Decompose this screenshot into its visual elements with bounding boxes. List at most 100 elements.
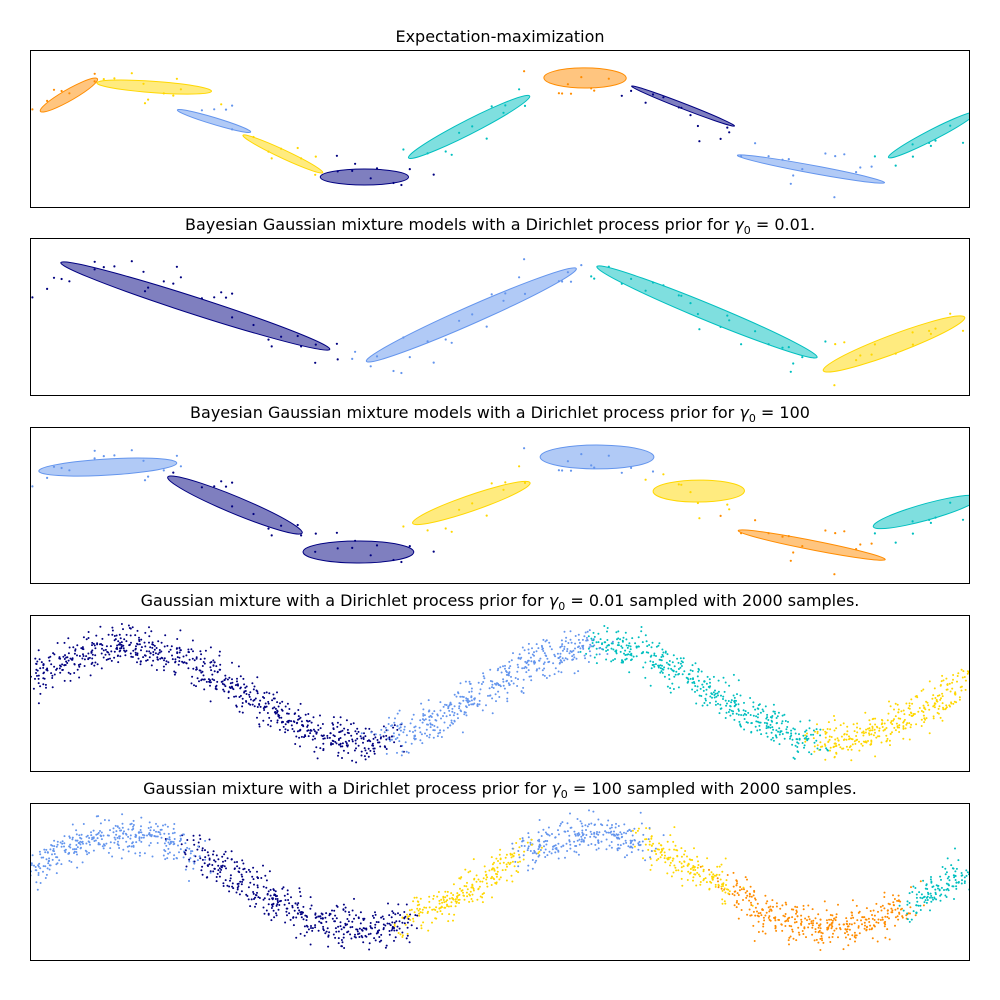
data-point bbox=[249, 691, 252, 694]
data-point bbox=[314, 912, 317, 915]
data-point bbox=[143, 102, 147, 105]
data-point bbox=[590, 275, 593, 278]
data-point bbox=[683, 670, 686, 673]
data-point bbox=[705, 881, 708, 884]
data-point bbox=[850, 738, 853, 740]
data-point bbox=[954, 879, 957, 881]
data-point bbox=[552, 662, 555, 665]
data-point bbox=[224, 296, 228, 299]
data-point bbox=[132, 649, 135, 652]
data-point bbox=[247, 702, 250, 705]
data-point bbox=[739, 694, 742, 697]
data-point bbox=[815, 739, 818, 742]
data-point bbox=[739, 724, 742, 727]
data-point bbox=[819, 741, 822, 744]
data-point bbox=[344, 906, 347, 909]
data-point bbox=[393, 929, 396, 932]
data-point bbox=[341, 742, 344, 745]
data-point bbox=[356, 930, 359, 933]
data-point bbox=[333, 909, 336, 912]
data-point bbox=[808, 727, 811, 730]
data-point bbox=[498, 878, 501, 881]
data-point bbox=[955, 887, 958, 890]
data-point bbox=[961, 518, 965, 521]
data-point bbox=[828, 735, 831, 738]
data-point bbox=[740, 909, 743, 911]
data-point bbox=[452, 883, 455, 886]
data-point bbox=[408, 915, 411, 917]
data-point bbox=[886, 928, 889, 931]
data-point bbox=[259, 705, 262, 708]
data-point bbox=[58, 859, 61, 862]
data-point bbox=[92, 829, 95, 832]
data-point bbox=[663, 851, 666, 854]
data-point bbox=[638, 840, 641, 843]
data-point bbox=[284, 899, 287, 902]
axes-frame bbox=[30, 615, 970, 772]
data-point bbox=[115, 830, 118, 833]
data-point bbox=[431, 908, 434, 911]
data-point bbox=[531, 647, 533, 650]
data-point bbox=[778, 733, 781, 736]
plot-area bbox=[19, 67, 970, 199]
data-point bbox=[853, 935, 856, 938]
data-point bbox=[165, 660, 168, 663]
data-point bbox=[72, 646, 75, 649]
data-point bbox=[158, 649, 161, 651]
data-point bbox=[153, 644, 156, 647]
data-point bbox=[721, 889, 724, 892]
data-point bbox=[378, 936, 381, 938]
data-point bbox=[769, 905, 772, 908]
data-point bbox=[761, 708, 764, 711]
data-point bbox=[406, 932, 409, 935]
data-point bbox=[401, 934, 404, 937]
data-point bbox=[477, 681, 480, 684]
data-point bbox=[774, 926, 777, 928]
data-point bbox=[787, 720, 789, 723]
data-point bbox=[91, 641, 94, 644]
data-point bbox=[590, 822, 593, 825]
data-point bbox=[408, 356, 411, 359]
data-point bbox=[669, 856, 672, 859]
data-point bbox=[182, 856, 185, 859]
data-point bbox=[472, 858, 475, 861]
data-point bbox=[816, 723, 818, 726]
data-point bbox=[575, 845, 578, 847]
data-point bbox=[231, 681, 234, 684]
data-point bbox=[193, 860, 196, 863]
data-point bbox=[765, 732, 768, 735]
data-point bbox=[756, 910, 758, 913]
data-point bbox=[521, 667, 524, 670]
data-point bbox=[910, 723, 913, 726]
data-point bbox=[199, 650, 202, 653]
data-point bbox=[593, 89, 596, 92]
data-point bbox=[914, 887, 917, 889]
data-point bbox=[855, 739, 858, 742]
data-point bbox=[833, 742, 836, 745]
data-point bbox=[380, 728, 383, 731]
data-point bbox=[119, 829, 122, 832]
data-point bbox=[306, 925, 309, 928]
data-point bbox=[28, 680, 30, 682]
data-point bbox=[683, 860, 686, 863]
data-point bbox=[584, 631, 587, 634]
data-point bbox=[792, 937, 795, 940]
data-point bbox=[95, 634, 98, 637]
data-point bbox=[200, 109, 203, 112]
data-point bbox=[207, 854, 210, 857]
data-point bbox=[498, 684, 501, 687]
data-point bbox=[307, 735, 310, 738]
data-point bbox=[254, 894, 257, 896]
data-point bbox=[217, 869, 220, 872]
data-point bbox=[790, 729, 793, 732]
data-point bbox=[605, 831, 608, 834]
data-point bbox=[208, 863, 211, 866]
data-point bbox=[195, 656, 198, 659]
data-point bbox=[326, 737, 329, 739]
data-point bbox=[637, 842, 640, 845]
data-point bbox=[81, 657, 84, 660]
data-point bbox=[332, 716, 335, 719]
data-point bbox=[937, 707, 940, 710]
data-point bbox=[585, 834, 588, 836]
data-point bbox=[162, 469, 165, 472]
